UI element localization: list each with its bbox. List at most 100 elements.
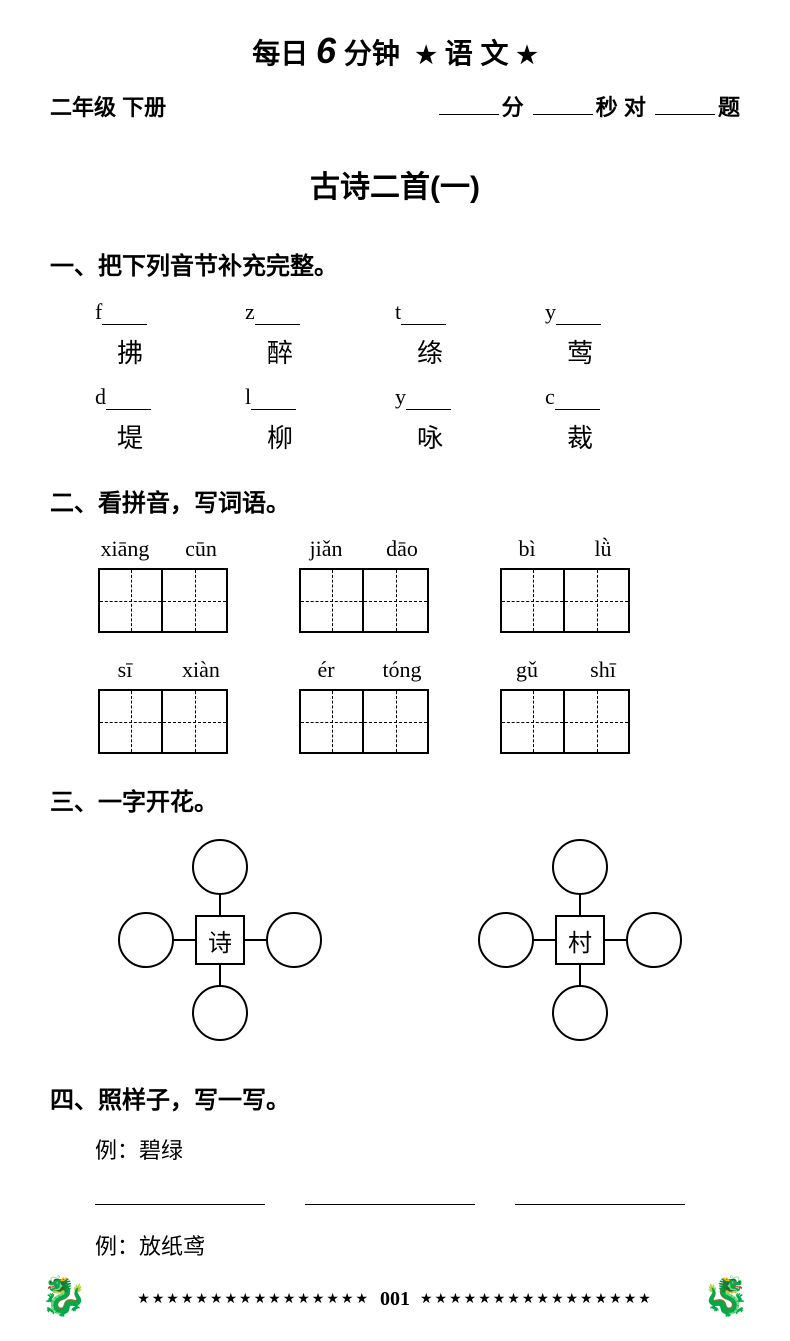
flower-petal-blank[interactable] — [552, 839, 608, 895]
header-subject: 语 文 — [445, 38, 509, 69]
pinyin-syllable: lǜ — [573, 536, 633, 562]
flower-center-char: 诗 — [195, 915, 245, 965]
pinyin-syllable: shī — [573, 657, 633, 683]
flower-petal-blank[interactable] — [192, 839, 248, 895]
word-item: gǔshī — [497, 657, 633, 754]
section-1-content: f z t y 拂 醉 绦 莺 d l y c 堤 柳 咏 裁 — [95, 299, 740, 455]
footer-deco-left-icon: 🐉 — [40, 1275, 87, 1319]
word-row-1: xiāngcūn jiǎndāo bìlǜ — [95, 536, 740, 633]
word-pinyin: bìlǜ — [497, 536, 633, 562]
pinyin-cell: t — [395, 299, 545, 325]
tianzi-boxes[interactable] — [500, 568, 630, 633]
answer-blank[interactable] — [95, 1179, 265, 1205]
questions-blank[interactable] — [655, 95, 715, 115]
answer-blank[interactable] — [515, 1179, 685, 1205]
header-pre: 每日 — [252, 38, 308, 69]
pinyin-syllable: xiāng — [95, 536, 155, 562]
pinyin-syllable: tóng — [372, 657, 432, 683]
pinyin-cell: d — [95, 384, 245, 410]
pinyin-cell: z — [245, 299, 395, 325]
pinyin-blank[interactable] — [556, 307, 601, 325]
flower-petal-blank[interactable] — [478, 912, 534, 968]
initial-letter: d — [95, 384, 106, 410]
pinyin-row-2: d l y c — [95, 384, 740, 410]
tianzi-boxes[interactable] — [98, 689, 228, 754]
tianzi-boxes[interactable] — [299, 689, 429, 754]
char-cell: 堤 — [95, 418, 245, 455]
star-right-icon: ★ — [516, 42, 538, 69]
word-item: értóng — [296, 657, 432, 754]
pinyin-blank[interactable] — [255, 307, 300, 325]
unit-min: 分 — [502, 95, 524, 120]
lesson-title: 古诗二首(一) — [50, 162, 740, 206]
flower-petal-blank[interactable] — [266, 912, 322, 968]
unit-q: 题 — [718, 95, 740, 120]
char-cell: 柳 — [245, 418, 395, 455]
word-item: sīxiàn — [95, 657, 231, 754]
word-pinyin: jiǎndāo — [296, 536, 432, 562]
flower-petal-blank[interactable] — [626, 912, 682, 968]
seconds-blank[interactable] — [533, 95, 593, 115]
word-pinyin: gǔshī — [497, 657, 633, 683]
answer-blank[interactable] — [305, 1179, 475, 1205]
pinyin-row-1: f z t y — [95, 299, 740, 325]
unit-sec: 秒 对 — [596, 95, 646, 120]
initial-letter: y — [395, 384, 406, 410]
pinyin-cell: l — [245, 384, 395, 410]
flower-diagram-1: 诗 — [110, 835, 330, 1045]
pinyin-syllable: bì — [497, 536, 557, 562]
page-number: 001 — [380, 1288, 410, 1311]
footer-stars-left: ★★★★★★★★★★★★★★★★ — [137, 1291, 370, 1308]
word-item: jiǎndāo — [296, 536, 432, 633]
pinyin-cell: y — [545, 299, 695, 325]
char-cell: 醉 — [245, 333, 395, 370]
tianzi-boxes[interactable] — [98, 568, 228, 633]
pinyin-blank[interactable] — [251, 392, 296, 410]
section-4-head: 四、照样子，写一写。 — [50, 1080, 740, 1115]
subtitle-row: 二年级 下册 分 秒 对 题 — [50, 90, 740, 122]
section-2-head: 二、看拼音，写词语。 — [50, 483, 740, 518]
flower-petal-blank[interactable] — [118, 912, 174, 968]
section-3-head: 三、一字开花。 — [50, 782, 740, 817]
flower-diagram-2: 村 — [470, 835, 690, 1045]
pinyin-syllable: dāo — [372, 536, 432, 562]
char-cell: 绦 — [395, 333, 545, 370]
word-row-2: sīxiàn értóng gǔshī — [95, 657, 740, 754]
header-number: 6 — [316, 30, 336, 71]
word-item: xiāngcūn — [95, 536, 231, 633]
flower-petal-blank[interactable] — [552, 985, 608, 1041]
pinyin-blank[interactable] — [106, 392, 151, 410]
word-item: bìlǜ — [497, 536, 633, 633]
section-1-head: 一、把下列音节补充完整。 — [50, 246, 740, 281]
minutes-blank[interactable] — [439, 95, 499, 115]
pinyin-syllable: xiàn — [171, 657, 231, 683]
section-4-content: 例：碧绿 例：放纸鸢 — [95, 1133, 740, 1261]
pinyin-blank[interactable] — [401, 307, 446, 325]
word-pinyin: sīxiàn — [95, 657, 231, 683]
section-2-content: xiāngcūn jiǎndāo bìlǜ sīxiàn értóng gǔsh… — [95, 536, 740, 754]
tianzi-boxes[interactable] — [299, 568, 429, 633]
char-row-1: 拂 醉 绦 莺 — [95, 333, 740, 370]
example-2-label: 例：放纸鸢 — [95, 1229, 740, 1261]
pinyin-blank[interactable] — [102, 307, 147, 325]
flower-center-char: 村 — [555, 915, 605, 965]
char-cell: 拂 — [95, 333, 245, 370]
pinyin-syllable: ér — [296, 657, 356, 683]
pinyin-blank[interactable] — [406, 392, 451, 410]
flower-petal-blank[interactable] — [192, 985, 248, 1041]
pinyin-blank[interactable] — [555, 392, 600, 410]
initial-letter: c — [545, 384, 555, 410]
pinyin-syllable: sī — [95, 657, 155, 683]
header-post: 分钟 — [344, 38, 400, 69]
section-3-content: 诗 村 — [110, 835, 740, 1045]
pinyin-cell: f — [95, 299, 245, 325]
pinyin-syllable: gǔ — [497, 657, 557, 683]
footer-deco-right-icon: 🐉 — [703, 1275, 750, 1319]
pinyin-cell: c — [545, 384, 695, 410]
word-pinyin: értóng — [296, 657, 432, 683]
page-footer: 🐉 ★★★★★★★★★★★★★★★★ 001 ★★★★★★★★★★★★★★★★ … — [50, 1288, 740, 1311]
tianzi-boxes[interactable] — [500, 689, 630, 754]
char-cell: 咏 — [395, 418, 545, 455]
char-cell: 莺 — [545, 333, 695, 370]
pinyin-syllable: jiǎn — [296, 536, 356, 562]
